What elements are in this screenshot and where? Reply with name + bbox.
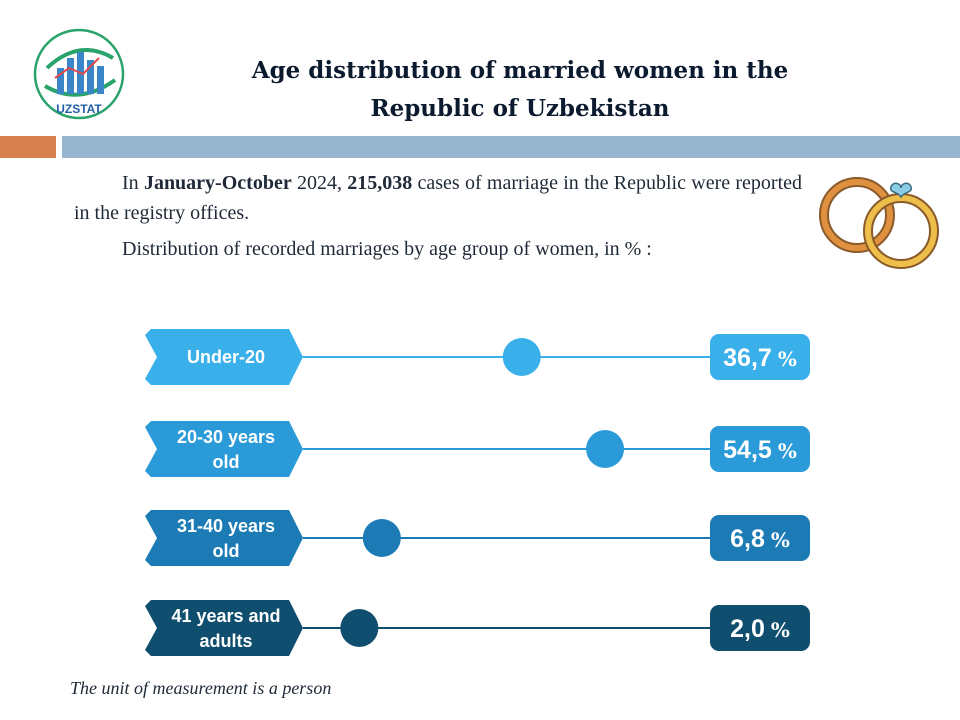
distribution-caption: Distribution of recorded marriages by ag…: [122, 238, 652, 260]
value-label: 6,8%: [730, 525, 790, 553]
category-tag: [145, 329, 303, 385]
data-point: [362, 519, 401, 557]
value-label: 54,5%: [723, 436, 797, 464]
page-title: Age distribution of married women in the…: [200, 52, 840, 128]
title-line-1: Age distribution of married women in the: [251, 57, 789, 84]
accent-bar-blue: [62, 136, 960, 158]
uzstat-logo: UZSTAT: [33, 28, 125, 120]
category-label: 41 years and adults: [171, 606, 280, 651]
title-line-2: Republic of Uzbekistan: [370, 95, 670, 122]
intro-paragraph: In January-October 2024, 215,038 cases o…: [74, 172, 803, 224]
category-label: Under-20: [187, 347, 265, 367]
value-box: [710, 605, 810, 651]
category-label: 20-30 years old: [177, 427, 275, 472]
value-label: 36,7%: [723, 344, 797, 372]
value-label: 2,0%: [730, 615, 790, 643]
logo-text: UZSTAT: [56, 102, 102, 116]
wedding-rings-icon: [819, 177, 939, 269]
category-tag: [145, 421, 303, 477]
category-tag: [145, 510, 303, 566]
footnote: The unit of measurement is a person: [70, 678, 332, 698]
value-box: [710, 334, 810, 380]
data-point: [340, 609, 379, 647]
category-label: 31-40 years old: [177, 516, 275, 561]
period-text: January-October: [143, 172, 292, 194]
value-box: [710, 515, 810, 561]
accent-bar-orange: [0, 136, 56, 158]
category-tag: [145, 600, 303, 656]
value-box: [710, 426, 810, 472]
marriage-count: 215,038: [347, 172, 413, 194]
data-point: [586, 430, 625, 468]
data-point: [502, 338, 541, 376]
